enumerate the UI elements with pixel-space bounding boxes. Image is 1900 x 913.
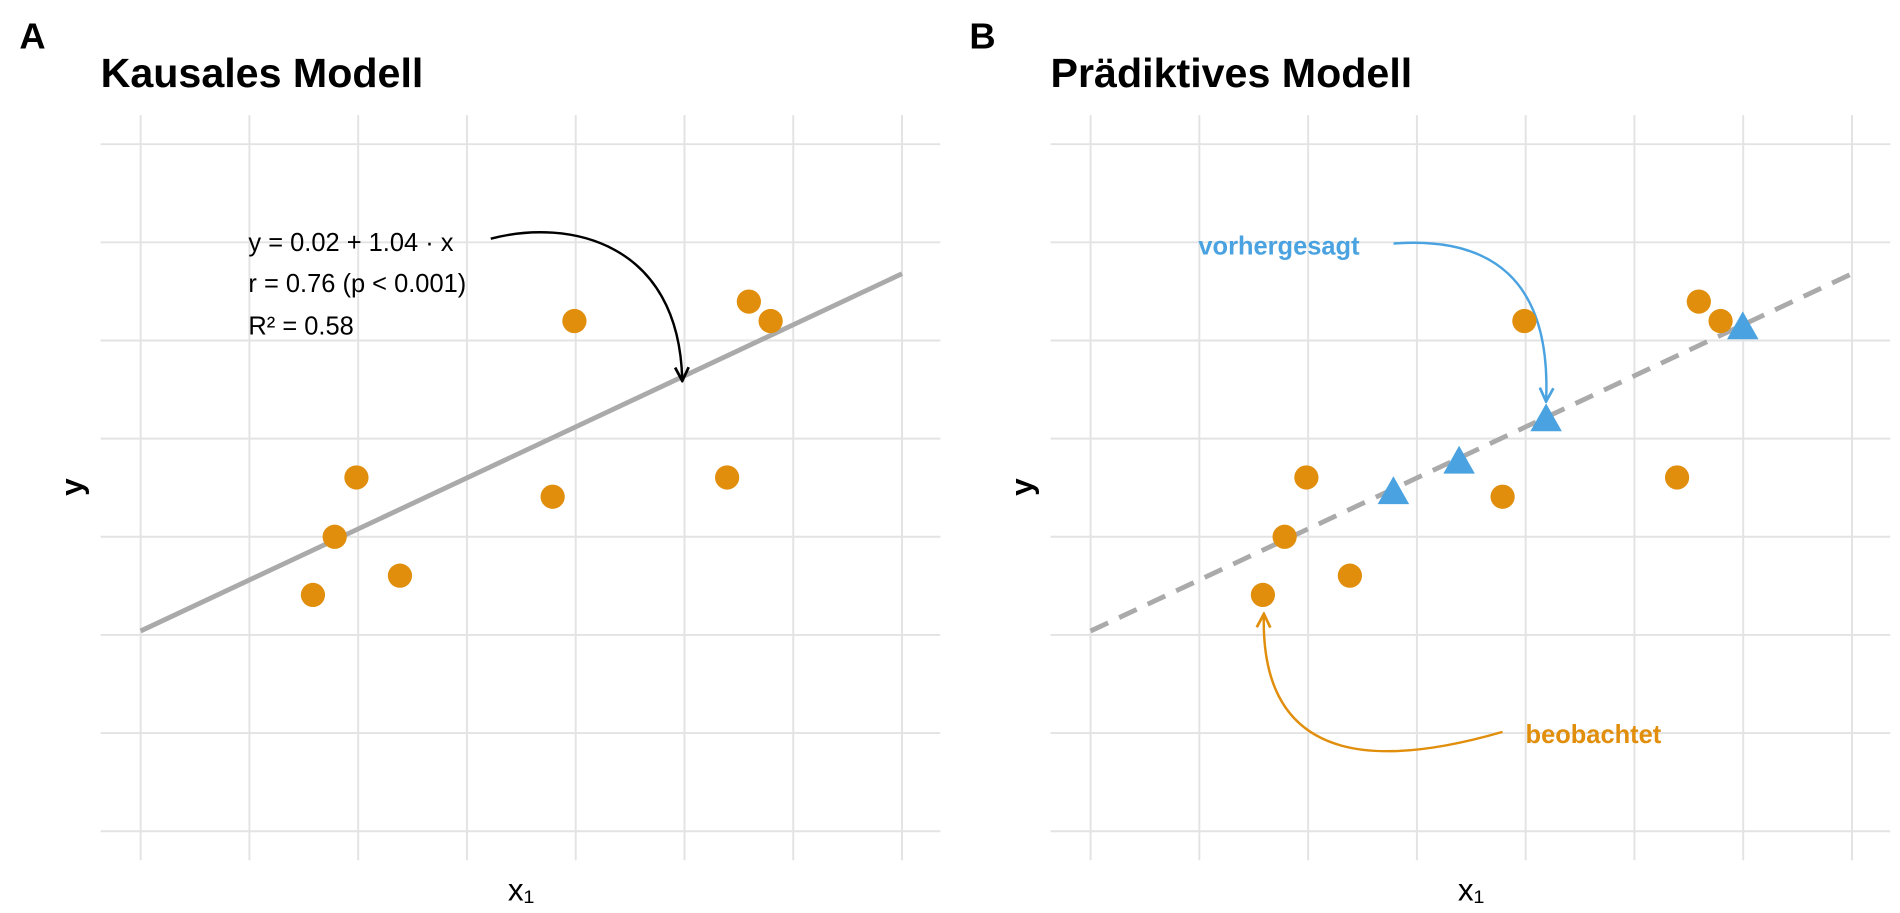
point [1337, 563, 1363, 588]
legend-label: beobachtet [1526, 721, 1662, 749]
point [1294, 465, 1319, 490]
mark-layer [300, 289, 1759, 608]
chart-title: Prädiktives Modell [1051, 50, 1413, 96]
chart-title: Kausales Modell [101, 50, 424, 96]
point [758, 308, 783, 334]
x-axis-label: x₁ [1458, 871, 1484, 907]
point [1530, 403, 1562, 432]
point [1377, 476, 1410, 505]
point [1708, 308, 1733, 334]
point [1250, 582, 1276, 608]
fit-line [1089, 271, 1854, 634]
fit-layer [139, 271, 1854, 634]
y-axis-label: y [1003, 478, 1039, 496]
panel-label: B [969, 15, 995, 56]
point [1686, 289, 1711, 314]
point [1512, 308, 1537, 334]
point [1443, 445, 1475, 474]
x-axis-label: x₁ [508, 871, 534, 907]
point [1727, 311, 1759, 340]
point [300, 582, 326, 608]
annotation: y = 0.02 + 1.04 · x [248, 229, 453, 257]
annotation-arrow [490, 231, 682, 379]
annotation: r = 0.76 (p < 0.001) [248, 270, 466, 298]
point [562, 308, 587, 334]
point [1490, 484, 1515, 509]
grid-layer [100, 115, 1891, 861]
point [1664, 465, 1690, 490]
annotation-arrow [1393, 241, 1546, 400]
point [387, 563, 413, 588]
point [1272, 524, 1297, 549]
annotation-arrow [1264, 616, 1503, 753]
point [736, 289, 761, 314]
point [715, 465, 740, 490]
fit-line [139, 271, 904, 634]
legend-label: vorhergesagt [1198, 232, 1360, 260]
panel-label: A [19, 15, 45, 56]
annotation: R² = 0.58 [248, 312, 353, 340]
point [322, 524, 347, 549]
y-axis-label: y [53, 478, 89, 496]
point [344, 465, 369, 490]
point [540, 484, 565, 509]
